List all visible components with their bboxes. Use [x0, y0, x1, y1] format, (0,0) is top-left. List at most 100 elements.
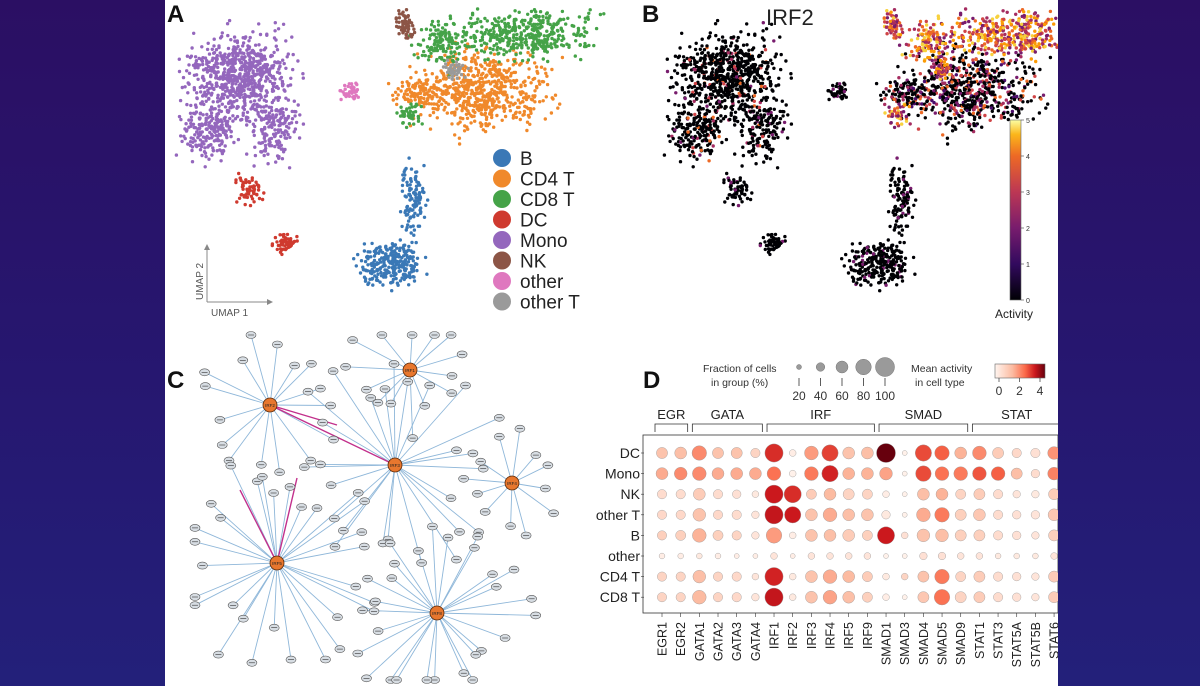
umap-activity-point [888, 224, 892, 229]
umap-cell-point [273, 77, 277, 81]
umap-activity-point [740, 79, 744, 83]
umap-cell-point [562, 37, 566, 41]
umap-cell-point [463, 75, 467, 80]
umap-activity-point [896, 275, 900, 280]
umap-cell-point [576, 26, 581, 31]
umap-cell-point [279, 143, 283, 147]
umap-activity-point [691, 146, 695, 150]
umap-cell-point [267, 111, 272, 115]
umap-cell-point [241, 180, 245, 184]
umap-activity-point [698, 47, 702, 51]
umap-cell-point [255, 68, 260, 73]
umap-activity-point [903, 52, 908, 56]
umap-activity-point [735, 191, 739, 195]
umap-activity-point [726, 82, 730, 86]
umap-activity-point [745, 98, 749, 102]
umap-cell-point [234, 178, 238, 182]
umap-cell-point [240, 67, 244, 72]
umap-activity-point [878, 242, 883, 246]
umap-activity-point [777, 243, 781, 248]
umap-activity-point [851, 259, 856, 264]
umap-activity-point [762, 38, 766, 42]
umap-cell-point [470, 22, 475, 26]
umap-activity-point [850, 249, 855, 253]
umap-cell-point [438, 38, 442, 42]
umap-activity-point [997, 85, 1001, 89]
umap-cell-point [428, 95, 432, 99]
umap-activity-point [736, 203, 741, 208]
umap-cell-point [455, 107, 459, 111]
umap-cell-point [434, 59, 439, 63]
umap-activity-point [1041, 93, 1046, 97]
umap-cell-point [386, 81, 391, 86]
umap-cell-point [455, 92, 460, 96]
umap-cell-point [497, 91, 501, 95]
umap-activity-point [745, 86, 750, 91]
umap-activity-point [945, 136, 950, 140]
umap-cell-point [425, 45, 430, 49]
umap-activity-point [720, 77, 724, 81]
umap-activity-point [895, 283, 899, 287]
umap-activity-point [894, 260, 899, 264]
umap-cell-point [538, 22, 543, 26]
umap-activity-point [764, 98, 768, 103]
legend-label-other-t: other T [520, 293, 580, 314]
umap-activity-point [865, 245, 869, 250]
umap-activity-point [740, 99, 745, 103]
umap-activity-point [855, 281, 859, 285]
umap-cell-point [400, 80, 404, 85]
legend-swatch-b [493, 149, 511, 167]
umap-cell-point [254, 54, 259, 58]
umap-cell-point [503, 25, 508, 29]
umap-activity-point [883, 246, 887, 250]
umap-activity-point [901, 199, 905, 203]
umap-cell-point [253, 145, 257, 149]
umap-cell-point [207, 97, 211, 101]
umap-cell-point [296, 59, 300, 63]
umap-cell-point [284, 107, 288, 112]
umap-cell-point [268, 140, 272, 145]
umap-cell-point [220, 102, 224, 106]
umap-cell-point [257, 22, 261, 26]
umap-activity-point [673, 54, 678, 58]
umap-cell-point [502, 48, 506, 52]
umap-cell-point [252, 59, 256, 64]
umap-activity-point [719, 93, 723, 98]
umap-cell-point [443, 30, 447, 34]
umap-cell-point [225, 122, 230, 127]
umap-cell-point [440, 26, 445, 30]
umap-cell-point [415, 170, 419, 174]
umap-cell-point [284, 66, 288, 71]
umap-activity-point [905, 201, 909, 205]
umap-activity-point [849, 268, 854, 272]
umap-activity-point [756, 79, 760, 84]
umap-cell-point [546, 59, 550, 64]
umap-cell-point [532, 25, 536, 30]
umap-activity-point [707, 54, 711, 58]
umap-cell-point [393, 243, 398, 247]
umap-cell-point [361, 265, 365, 269]
umap-cell-point [389, 281, 393, 285]
umap-activity-point [752, 109, 756, 113]
umap-cell-point [376, 278, 380, 283]
umap-activity-point [719, 119, 723, 123]
legend-swatch-dc [493, 210, 511, 229]
umap-cell-point [469, 113, 473, 118]
umap-cell-point [483, 30, 487, 35]
umap-cell-point [190, 160, 195, 164]
umap-cell-point [189, 118, 194, 123]
umap-cell-point [399, 89, 403, 93]
umap-cell-point [192, 31, 196, 35]
umap-activity-point [894, 223, 898, 227]
umap-cell-point [492, 52, 497, 56]
umap-cell-point [372, 270, 376, 274]
umap-activity-point [951, 50, 955, 54]
umap-activity-point [722, 91, 726, 95]
umap-cell-point [413, 199, 417, 203]
umap-cell-point [215, 149, 219, 153]
umap-cell-point [438, 79, 442, 83]
umap-cell-point [286, 114, 291, 119]
umap-activity-point [776, 83, 781, 87]
umap-activity-point [892, 275, 896, 280]
umap-cell-point [487, 96, 491, 101]
